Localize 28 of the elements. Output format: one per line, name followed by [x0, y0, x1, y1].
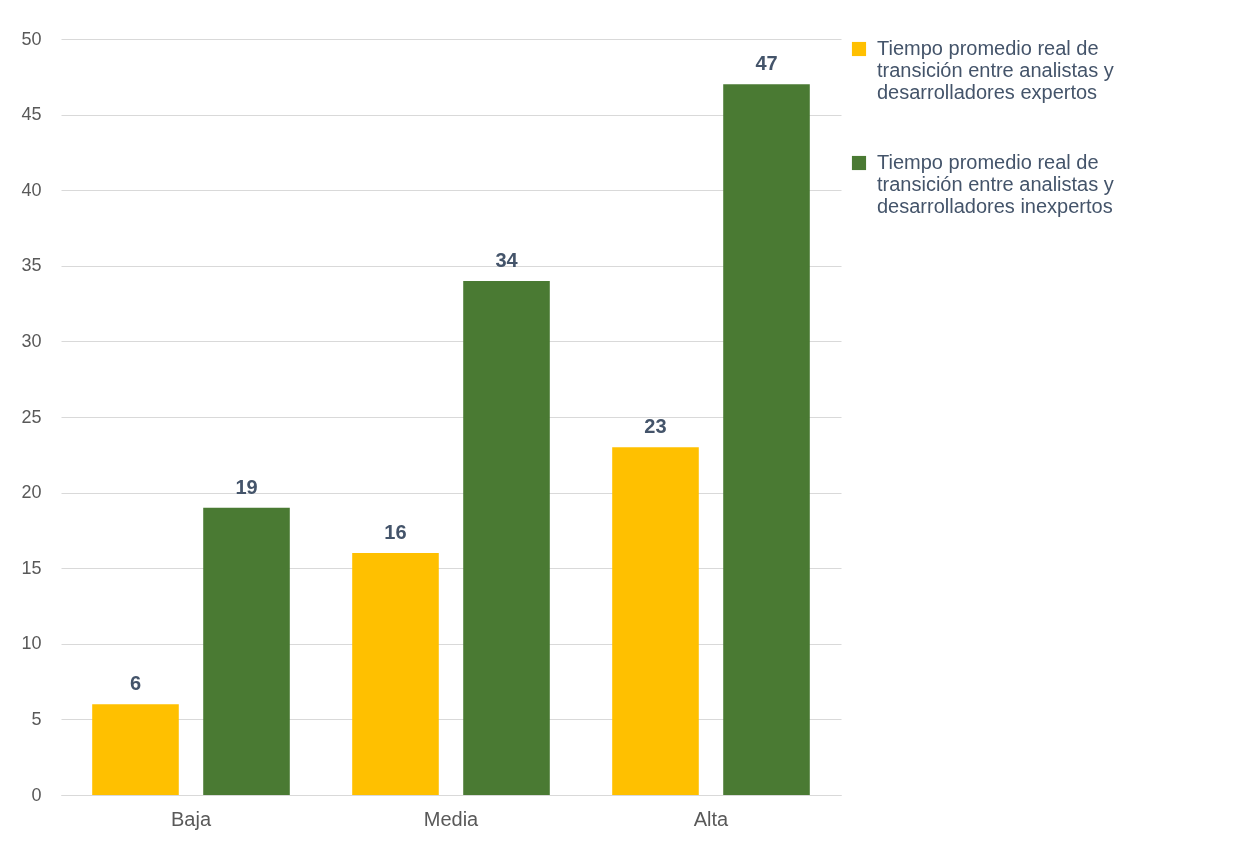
bar	[723, 84, 810, 795]
y-tick-label: 50	[21, 28, 42, 49]
data-label: 16	[384, 521, 407, 544]
x-tick-label: Baja	[170, 807, 212, 830]
bar	[612, 447, 699, 795]
x-tick-label: Alta	[693, 807, 730, 830]
bar	[92, 704, 179, 795]
y-tick-label: 40	[21, 179, 42, 200]
legend-label: Tiempo promedio real de transición entre analistas y desarrolladores inexpertos	[877, 151, 1114, 217]
bar	[203, 507, 290, 795]
y-tick-label: 0	[31, 784, 42, 805]
data-label: 34	[495, 248, 519, 271]
data-label: 6	[129, 672, 142, 695]
y-tick-label: 25	[21, 406, 42, 427]
y-tick-label: 30	[21, 330, 42, 351]
x-tick-label: Media	[423, 807, 480, 830]
bar	[463, 280, 550, 795]
legend-label: Tiempo promedio real de transición entre analistas y desarrolladores expertos	[877, 37, 1114, 103]
data-label: 47	[755, 52, 778, 75]
y-tick-label: 20	[21, 482, 42, 503]
bar	[352, 553, 439, 795]
y-tick-label: 10	[21, 633, 42, 654]
y-tick-label: 5	[31, 708, 42, 729]
y-tick-label: 15	[21, 557, 42, 578]
y-tick-label: 35	[21, 255, 42, 276]
data-label: 19	[235, 475, 258, 498]
y-tick-label: 45	[21, 104, 42, 125]
data-label: 23	[644, 415, 667, 438]
